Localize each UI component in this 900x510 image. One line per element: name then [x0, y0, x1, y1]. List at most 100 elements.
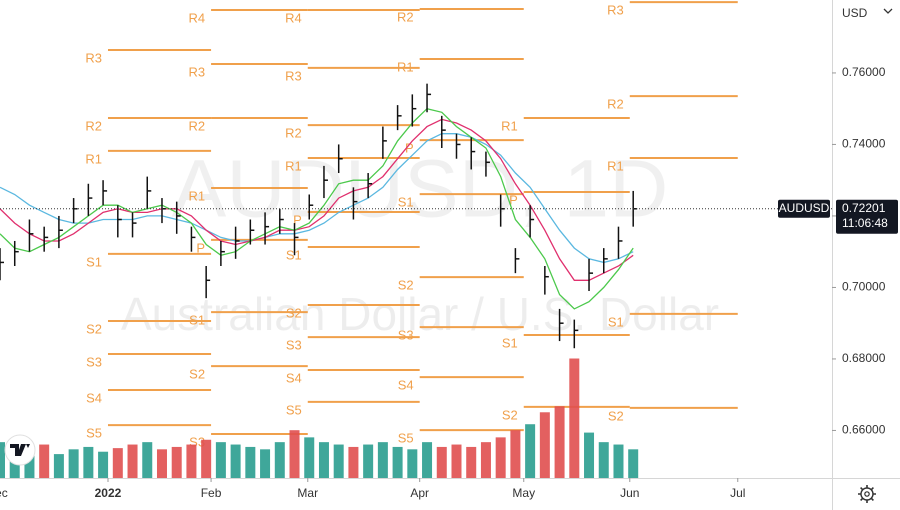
volume-bar	[39, 444, 50, 478]
pivot-label: P	[509, 192, 518, 207]
tradingview-logo	[4, 434, 36, 466]
volume-bar	[628, 449, 639, 478]
pivot-label: P	[293, 212, 302, 227]
pivot-label: R1	[607, 158, 624, 173]
currency-dropdown[interactable]	[883, 8, 893, 14]
volume-bar	[215, 442, 226, 478]
volume-bar	[480, 442, 491, 478]
volume-bar	[186, 444, 197, 478]
volume-bar	[156, 449, 167, 478]
volume-bar	[598, 442, 609, 478]
pivot-label: R3	[285, 68, 302, 83]
volume-bar	[363, 444, 374, 478]
price-badge	[836, 199, 898, 234]
pivot-label: R1	[501, 118, 518, 133]
pivot-label: R2	[285, 126, 302, 141]
x-tick-label: Jun	[620, 486, 639, 500]
pivot-label: P	[196, 240, 205, 255]
x-tick-label: Dec	[0, 486, 8, 500]
settings-gear[interactable]	[858, 485, 876, 503]
volume-bar	[510, 430, 521, 478]
volume-bar	[274, 442, 285, 478]
volume-bar	[422, 442, 433, 478]
pivot-label: S3	[86, 354, 102, 369]
plot-area: AUDUSD, 1D Australian Dollar / U.S. Dolla…	[0, 1, 738, 478]
pivot-label: R2	[188, 118, 205, 133]
symbol-badge	[778, 199, 830, 218]
volume-bar	[230, 444, 241, 478]
pivot-label: R1	[285, 158, 302, 173]
pivot-label: S1	[608, 314, 624, 329]
volume-bar	[495, 437, 506, 478]
x-tick-label: 2022	[95, 486, 122, 500]
pivot-label: S2	[502, 407, 518, 422]
pivot-label: S1	[398, 195, 414, 210]
y-tick-label: 0.76000	[842, 65, 886, 79]
currency-label: USD	[842, 6, 868, 20]
volume-bar	[584, 432, 595, 478]
volume-bar	[318, 442, 329, 478]
x-tick-label: May	[512, 486, 535, 500]
volume-bar	[127, 444, 138, 478]
pivot-label: R2	[607, 97, 624, 112]
watermark-subtitle: Australian Dollar / U.S. Dollar	[121, 288, 719, 340]
pivot-label: S1	[86, 254, 102, 269]
pivot-label: S3	[286, 338, 302, 353]
volume-bar	[407, 449, 418, 478]
volume-bar	[53, 454, 64, 478]
volume-bar	[436, 446, 447, 478]
moving-average	[0, 107, 634, 310]
pivot-label: S2	[608, 408, 624, 423]
watermark-title: AUDUSD, 1D	[172, 144, 669, 235]
pivot-label: R1	[188, 188, 205, 203]
x-tick-label: Feb	[201, 486, 222, 500]
volume-bar	[348, 446, 359, 478]
volume-bar	[171, 446, 182, 478]
pivot-label: R2	[397, 9, 414, 24]
pivot-label: S5	[286, 402, 302, 417]
volume-bar	[260, 449, 271, 478]
volume-bar	[68, 449, 79, 478]
volume-bar	[98, 451, 109, 478]
volume-bar	[333, 444, 344, 478]
pivot-label: S2	[86, 321, 102, 336]
volume-bar	[554, 406, 565, 478]
pivot-label: S5	[86, 426, 102, 441]
pivot-label: P	[405, 141, 414, 156]
pivot-label: R4	[188, 10, 205, 25]
volume-bar	[112, 448, 123, 478]
pivot-label: R3	[188, 64, 205, 79]
pivot-label: R3	[607, 3, 624, 18]
volume-bar	[392, 446, 403, 478]
volume-bar	[304, 437, 315, 478]
pivot-label: S4	[86, 390, 102, 405]
volume-bar	[569, 358, 580, 478]
pivot-label: S2	[286, 305, 302, 320]
pivot-label: S1	[189, 313, 205, 328]
pivot-label: S5	[398, 431, 414, 446]
pivot-label: S3	[398, 328, 414, 343]
volume-bar	[377, 442, 388, 478]
volume-bar	[539, 412, 550, 478]
x-tick-label: Apr	[410, 486, 429, 500]
x-tick-label: Mar	[297, 486, 318, 500]
pivot-label: R1	[85, 151, 102, 166]
pivot-label: R1	[397, 59, 414, 74]
y-tick-label: 0.70000	[842, 280, 886, 294]
pivot-label: R4	[285, 10, 302, 25]
volume-bar	[201, 439, 212, 478]
volume-bar	[613, 444, 624, 478]
y-tick-label: 0.66000	[842, 423, 886, 437]
pivot-label: S2	[189, 367, 205, 382]
pivot-label: R2	[85, 118, 102, 133]
y-tick-label: 0.74000	[842, 137, 886, 151]
volume-bar	[289, 430, 300, 478]
pivot-label: S2	[398, 278, 414, 293]
pivot-label: S1	[502, 335, 518, 350]
pivot-label: R3	[85, 50, 102, 65]
moving-average	[0, 133, 634, 264]
symbol-badge-text: AUDUSD	[779, 201, 830, 215]
x-tick-label: Jul	[730, 486, 745, 500]
